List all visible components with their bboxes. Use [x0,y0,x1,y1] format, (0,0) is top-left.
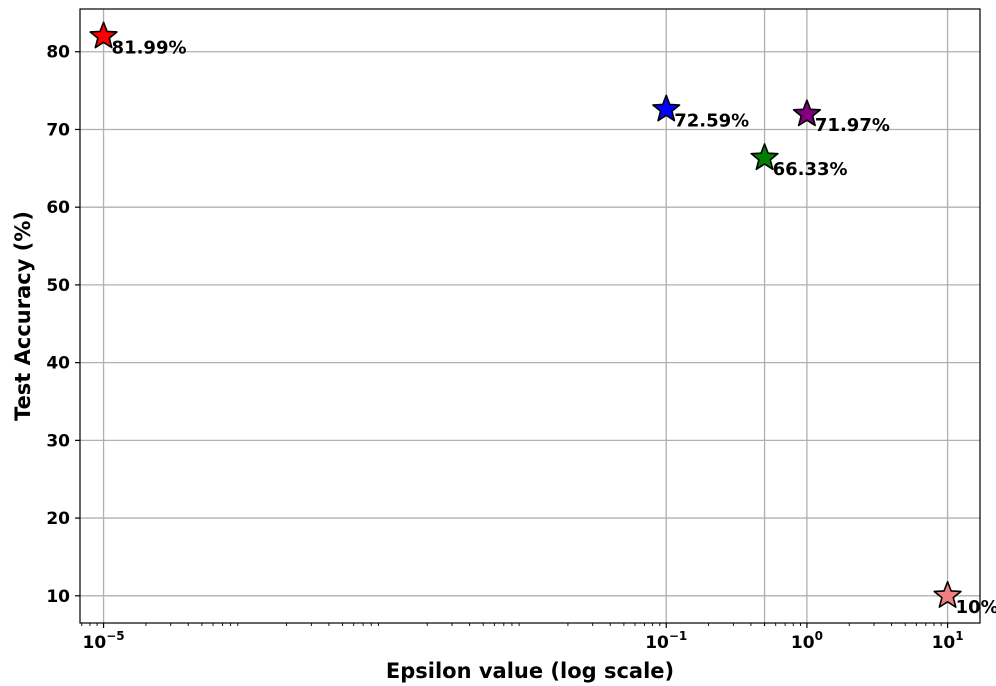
axis-ticks [75,51,949,628]
y-tick-label: 80 [46,43,70,63]
grid-lines [80,9,980,623]
y-tick-label: 30 [46,431,70,451]
star-marker [652,94,681,122]
y-tick-label: 40 [46,354,70,374]
y-tick-label: 60 [46,198,70,218]
x-tick-label: 10−5 [83,629,125,653]
star-marker [89,21,118,49]
star-marker [750,143,779,171]
data-points [89,21,962,608]
y-tick-label: 50 [46,276,70,296]
x-tick-label: 10−1 [645,629,687,653]
x-tick-label: 100 [791,629,823,653]
point-value-label: 71.97% [815,115,890,136]
x-tick-label: 101 [932,629,964,653]
data-labels: 81.99% 72.59% 66.33% 71.97% 10% [112,37,996,618]
x-axis-label: Epsilon value (log scale) [386,659,674,683]
point-value-label: 66.33% [773,159,848,180]
y-tick-label: 70 [46,120,70,140]
star-marker [792,99,822,127]
star-marker [933,581,962,608]
y-tick-label: 20 [46,509,70,529]
point-value-label: 10% [956,597,996,618]
plot-frame [79,8,981,624]
y-tick-label: 10 [46,587,70,607]
point-value-label: 72.59% [674,110,749,131]
point-value-label: 81.99% [112,37,187,58]
tick-labels: 10 20 30 40 50 60 70 80 10−5 10−1 100 101 [46,43,963,653]
y-axis-label: Test Accuracy (%) [11,211,35,421]
